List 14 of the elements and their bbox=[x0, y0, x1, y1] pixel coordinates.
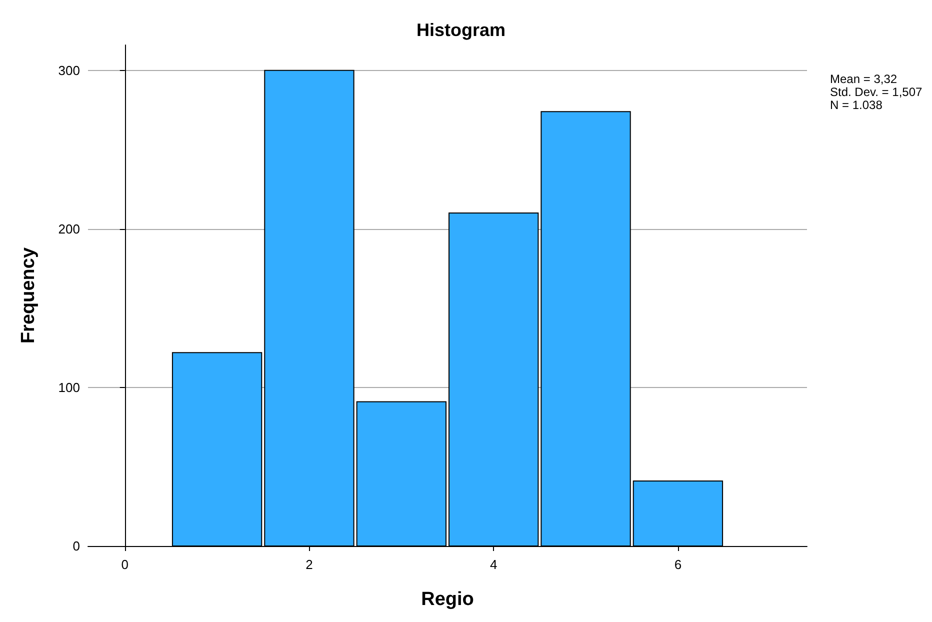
y-tick-label: 200 bbox=[58, 221, 80, 236]
y-axis-title: Frequency bbox=[18, 247, 39, 344]
chart-title: Histogram bbox=[416, 20, 506, 40]
y-tick-label: 300 bbox=[58, 62, 80, 78]
text: Mean = 3,32 bbox=[830, 72, 898, 86]
x-tick-label: 4 bbox=[490, 557, 498, 572]
x-tick-label: 6 bbox=[674, 557, 682, 572]
y-tick-label: 100 bbox=[58, 380, 80, 395]
x-tick-label: 2 bbox=[306, 557, 313, 572]
text: N = 1.038 bbox=[830, 98, 883, 112]
text: Std. Dev. = 1,507 bbox=[830, 85, 922, 99]
x-tick-label: 0 bbox=[121, 557, 128, 572]
y-tick-label: 0 bbox=[72, 538, 80, 554]
x-axis-title: Regio bbox=[421, 589, 474, 610]
